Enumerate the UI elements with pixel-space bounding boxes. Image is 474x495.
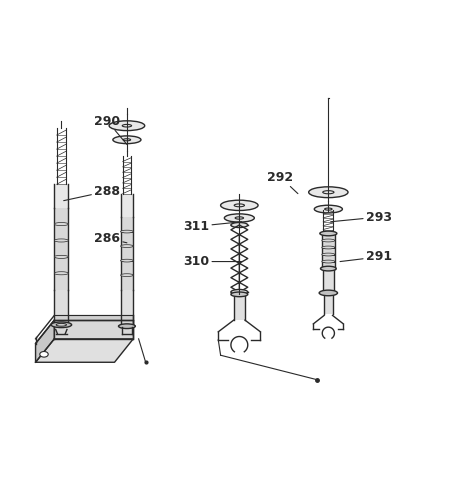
Bar: [234, 295, 245, 320]
Ellipse shape: [322, 239, 335, 242]
Ellipse shape: [56, 323, 66, 326]
Ellipse shape: [231, 290, 248, 295]
Ellipse shape: [55, 255, 68, 258]
Ellipse shape: [113, 136, 141, 144]
Bar: [322, 234, 335, 269]
Text: 291: 291: [340, 250, 392, 263]
Ellipse shape: [123, 139, 131, 141]
Bar: [55, 290, 68, 322]
Ellipse shape: [220, 200, 258, 210]
Bar: [121, 194, 133, 217]
Polygon shape: [36, 339, 133, 362]
Ellipse shape: [224, 214, 255, 222]
Ellipse shape: [55, 223, 68, 226]
Ellipse shape: [118, 324, 136, 329]
Bar: [323, 269, 334, 292]
Bar: [324, 293, 333, 314]
Polygon shape: [36, 320, 55, 362]
Ellipse shape: [120, 259, 133, 262]
Ellipse shape: [322, 260, 335, 263]
Bar: [55, 184, 68, 208]
Bar: [57, 128, 66, 184]
Ellipse shape: [325, 208, 332, 210]
Polygon shape: [55, 320, 133, 339]
Ellipse shape: [55, 239, 68, 242]
Bar: [55, 208, 68, 290]
Ellipse shape: [309, 187, 348, 198]
Ellipse shape: [120, 274, 133, 277]
Ellipse shape: [322, 253, 335, 256]
Ellipse shape: [122, 124, 132, 127]
Text: 288: 288: [64, 185, 120, 200]
Text: 292: 292: [267, 171, 298, 194]
Ellipse shape: [323, 191, 334, 194]
Text: 311: 311: [183, 220, 242, 233]
Ellipse shape: [231, 292, 248, 297]
Ellipse shape: [234, 204, 245, 207]
Ellipse shape: [231, 222, 248, 228]
Ellipse shape: [120, 245, 133, 248]
Bar: [120, 290, 133, 325]
Text: 290: 290: [94, 114, 127, 145]
Bar: [120, 217, 133, 290]
Ellipse shape: [40, 351, 48, 357]
Text: 310: 310: [183, 255, 242, 268]
Text: 286: 286: [94, 232, 127, 245]
Ellipse shape: [320, 266, 336, 271]
Ellipse shape: [319, 290, 337, 296]
Ellipse shape: [235, 217, 244, 219]
Text: 293: 293: [331, 210, 392, 224]
Ellipse shape: [51, 322, 72, 328]
Ellipse shape: [109, 121, 145, 131]
Ellipse shape: [314, 205, 342, 213]
Bar: [123, 156, 131, 194]
Ellipse shape: [320, 231, 337, 236]
Ellipse shape: [120, 230, 133, 233]
Ellipse shape: [55, 272, 68, 275]
Ellipse shape: [322, 246, 335, 249]
Bar: [323, 210, 334, 234]
